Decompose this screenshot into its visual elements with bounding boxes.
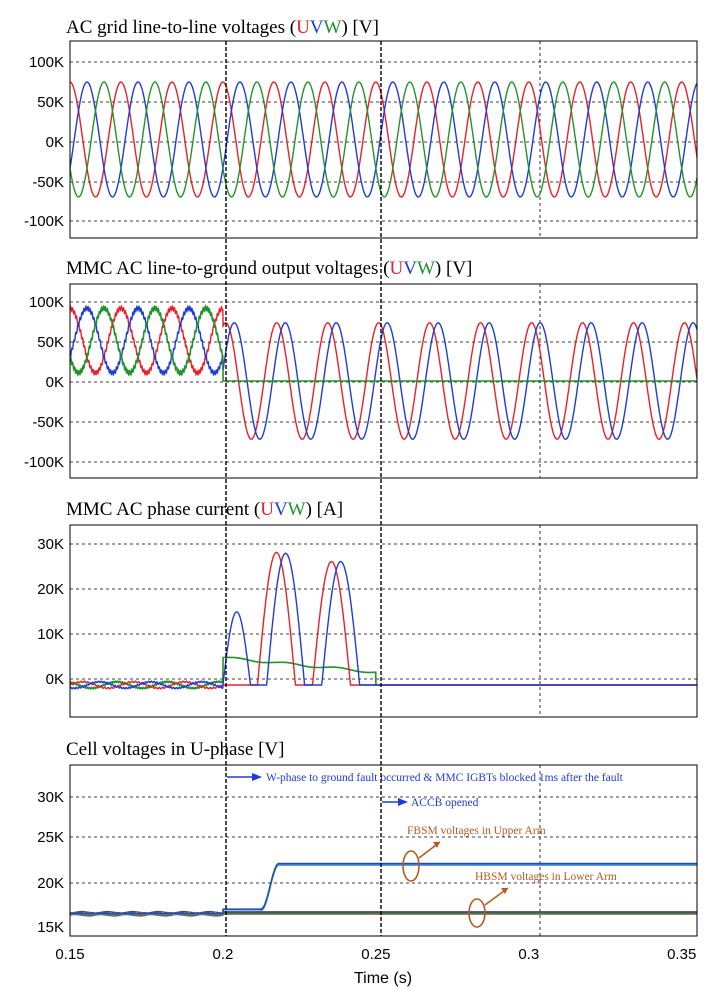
panel2-title: MMC AC line-to-ground output voltages (U… bbox=[66, 258, 472, 279]
panel1-frame bbox=[69, 40, 698, 239]
mmc-voltage-v-line bbox=[69, 304, 698, 440]
x-axis-label: Time (s) bbox=[354, 970, 412, 987]
panel4-ytick: 30K bbox=[37, 789, 64, 806]
panel1-title-suffix: ) [V] bbox=[341, 17, 378, 38]
panel3-ytick: 20K bbox=[37, 581, 64, 598]
panel2-title-v: V bbox=[403, 258, 417, 279]
phase-current-u-line bbox=[69, 551, 697, 690]
panel1-ytick: 100K bbox=[29, 54, 64, 71]
panel1-ytick: -50K bbox=[32, 174, 64, 191]
panel3-title-v: V bbox=[274, 499, 288, 520]
panel4-frame bbox=[69, 764, 698, 937]
panel3-title-suffix: ) [A] bbox=[306, 499, 343, 520]
fault-label: W-phase to ground fault occurred & MMC I… bbox=[266, 772, 624, 784]
panel3-ytick: 0K bbox=[46, 671, 64, 688]
phase-current-w-line bbox=[69, 656, 697, 690]
x-axis: 0.15 0.2 0.25 0.3 0.35 bbox=[55, 946, 696, 963]
panel1-ytick: 50K bbox=[37, 94, 64, 111]
panel4-yticks: 30K 25K 20K 15K bbox=[37, 789, 64, 936]
panel3-title-u: U bbox=[260, 499, 274, 520]
panel2-yticks: 100K 50K 0K -50K -100K bbox=[24, 294, 64, 471]
phase-current-v-line bbox=[69, 552, 697, 690]
panel3-title-prefix: MMC AC phase current ( bbox=[66, 499, 260, 520]
panel1-title: AC grid line-to-line voltages (UVW) [V] bbox=[66, 17, 379, 38]
panel3-grid bbox=[70, 525, 697, 717]
panel2-title-u: U bbox=[390, 258, 404, 279]
fbsm-voltage-line bbox=[70, 862, 697, 915]
accb-annotation: ACCB opened bbox=[382, 797, 479, 809]
panel2-ytick: -50K bbox=[32, 414, 64, 431]
panel2-ytick: 100K bbox=[29, 294, 64, 311]
grid-voltage-u-line bbox=[69, 81, 698, 198]
panel4-series bbox=[69, 862, 697, 917]
x-tick-label: 0.35 bbox=[667, 946, 696, 963]
panel2-title-suffix: ) [V] bbox=[435, 258, 472, 279]
panel2-ytick: 50K bbox=[37, 334, 64, 351]
panel3-ytick: 30K bbox=[37, 536, 64, 553]
panel1-title-v: V bbox=[310, 17, 324, 38]
panel2-frame bbox=[69, 283, 698, 479]
x-tick-label: 0.2 bbox=[212, 946, 233, 963]
x-tick-label: 0.15 bbox=[55, 946, 84, 963]
panel3-series bbox=[69, 551, 697, 690]
panel4-title: Cell voltages in U-phase [V] bbox=[66, 739, 284, 760]
panel1-series bbox=[69, 81, 698, 198]
grid-voltage-v-line bbox=[69, 81, 698, 198]
x-tick-label: 0.25 bbox=[361, 946, 390, 963]
panel4-ytick: 20K bbox=[37, 875, 64, 892]
panel2-ytick: 0K bbox=[46, 374, 64, 391]
panel2-series bbox=[69, 303, 698, 440]
panel4-grid bbox=[70, 765, 697, 936]
panel1-title-w: W bbox=[324, 17, 342, 38]
panel4-ytick: 25K bbox=[37, 829, 64, 846]
panel3-frame bbox=[69, 524, 698, 718]
event-lines bbox=[225, 41, 382, 936]
fbsm-annotation: FBSM voltages in Upper Arm bbox=[402, 825, 546, 882]
panel2-ytick: -100K bbox=[24, 454, 64, 471]
mmc-voltage-u-line bbox=[69, 304, 698, 440]
panel1-yticks: 100K 50K 0K -50K -100K bbox=[24, 54, 64, 230]
accb-label: ACCB opened bbox=[411, 797, 479, 809]
fbsm-label: FBSM voltages in Upper Arm bbox=[407, 825, 546, 837]
panel4-ytick: 15K bbox=[37, 919, 64, 936]
panel2-title-w: W bbox=[417, 258, 435, 279]
fault-annotation: W-phase to ground fault occurred & MMC I… bbox=[227, 772, 624, 784]
hbsm-annotation: HBSM voltages in Lower Arm bbox=[468, 871, 617, 928]
panel1-ytick: 0K bbox=[46, 134, 64, 151]
mmc-voltage-w-line bbox=[69, 303, 697, 382]
panel1-grid bbox=[70, 41, 697, 238]
panel3-yticks: 30K 20K 10K 0K bbox=[37, 536, 64, 688]
panel1-title-prefix: AC grid line-to-line voltages ( bbox=[66, 17, 296, 38]
panel3-ytick: 10K bbox=[37, 626, 64, 643]
panel1-ytick: -100K bbox=[24, 213, 64, 230]
panel1-title-u: U bbox=[296, 17, 310, 38]
x-tick-label: 0.3 bbox=[518, 946, 539, 963]
panel3-title: MMC AC phase current (UVW) [A] bbox=[66, 499, 343, 520]
hbsm-label: HBSM voltages in Lower Arm bbox=[475, 871, 617, 883]
grid-voltage-w-line bbox=[69, 81, 698, 198]
panel2-title-prefix: MMC AC line-to-ground output voltages ( bbox=[66, 258, 390, 279]
panel3-title-w: W bbox=[288, 499, 306, 520]
